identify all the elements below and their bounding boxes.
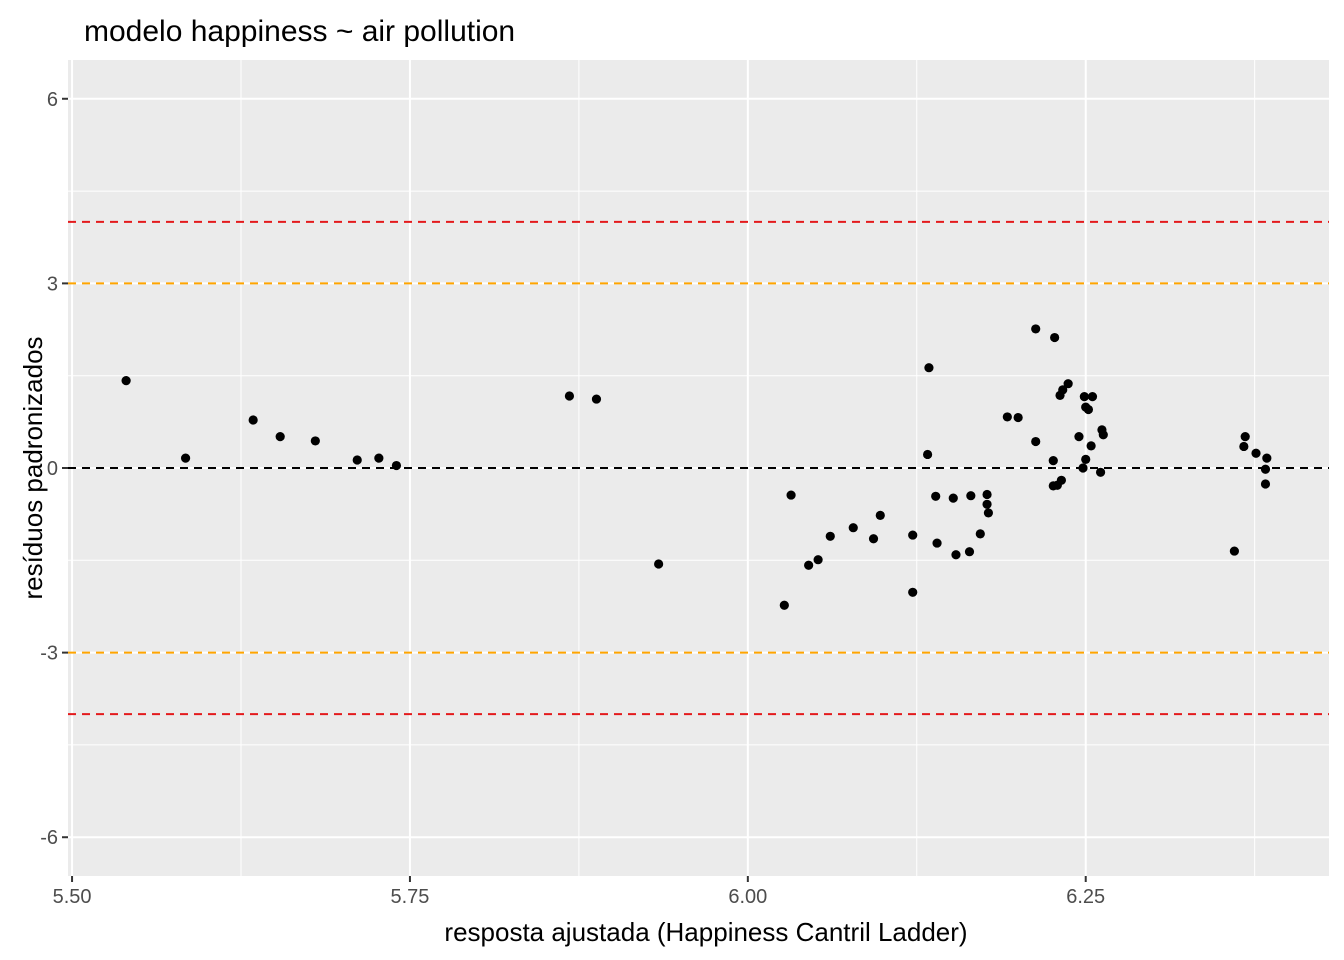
- data-point: [1063, 379, 1073, 389]
- data-point: [1239, 441, 1249, 452]
- x-tick-label: 5.75: [390, 886, 429, 908]
- data-point: [248, 415, 258, 425]
- data-point: [966, 491, 976, 501]
- data-point: [779, 600, 789, 610]
- data-point: [1050, 332, 1060, 343]
- data-point: [1013, 412, 1023, 423]
- data-point: [1260, 464, 1271, 474]
- data-point: [1031, 436, 1041, 447]
- data-point: [654, 559, 664, 569]
- data-point: [1260, 479, 1271, 489]
- x-axis-title: resposta ajustada (Happiness Cantril Lad…: [444, 917, 967, 947]
- x-axis-ticks: 5.50 5.75 6.00 6.25: [53, 876, 1105, 908]
- data-point: [1002, 412, 1012, 422]
- data-point: [786, 490, 796, 500]
- data-point: [1262, 453, 1272, 463]
- data-point: [1078, 463, 1088, 473]
- data-point: [825, 531, 835, 541]
- data-point: [1079, 392, 1089, 402]
- reference-lines: [68, 220, 1329, 716]
- data-point: [975, 529, 985, 539]
- data-point: [1058, 385, 1068, 395]
- y-tick-label: 3: [47, 273, 58, 295]
- data-point: [1056, 475, 1066, 485]
- data-point: [275, 432, 285, 442]
- data-point: [982, 499, 992, 509]
- data-point: [1048, 456, 1058, 466]
- data-point: [848, 523, 858, 533]
- y-axis-title: resíduos padronizados: [18, 336, 48, 599]
- y-axis-ticks: -6 -3 0 3 6: [40, 89, 68, 849]
- data-point: [982, 489, 992, 500]
- data-point: [352, 455, 362, 465]
- data-point: [1098, 430, 1108, 440]
- data-point: [983, 508, 994, 518]
- data-point: [1086, 441, 1096, 451]
- data-point: [948, 493, 958, 503]
- data-point: [591, 394, 602, 404]
- data-point: [391, 460, 402, 471]
- data-point: [1031, 324, 1041, 334]
- data-point: [1095, 467, 1106, 477]
- data-point: [813, 555, 823, 565]
- data-point: [121, 376, 131, 386]
- data-point: [180, 453, 191, 463]
- data-point: [1251, 448, 1261, 458]
- data-point: [875, 510, 885, 520]
- y-tick-label: -6: [40, 827, 58, 849]
- data-point: [374, 453, 384, 463]
- chart-title: modelo happiness ~ air pollution: [84, 15, 515, 48]
- data-point: [564, 391, 575, 401]
- y-tick-label: -3: [40, 643, 58, 665]
- x-tick-label: 6.25: [1066, 886, 1105, 908]
- data-point: [1074, 432, 1084, 442]
- x-tick-label: 6.00: [728, 886, 767, 908]
- data-point: [924, 363, 934, 373]
- data-point: [1240, 432, 1250, 442]
- data-point: [908, 587, 918, 597]
- data-point: [932, 538, 942, 548]
- data-point: [1083, 404, 1094, 415]
- data-point: [1081, 454, 1091, 464]
- data-point: [1229, 546, 1239, 556]
- data-points: [121, 324, 1272, 610]
- data-point: [804, 560, 814, 570]
- y-tick-label: 0: [47, 458, 58, 480]
- data-point: [951, 550, 961, 560]
- data-point: [931, 491, 941, 501]
- data-point: [922, 449, 933, 460]
- data-point: [310, 436, 320, 446]
- y-tick-label: 6: [47, 89, 58, 111]
- data-point: [908, 530, 918, 540]
- data-point: [964, 547, 975, 557]
- data-point: [1087, 392, 1098, 402]
- data-point: [868, 534, 879, 544]
- x-tick-label: 5.50: [53, 886, 92, 908]
